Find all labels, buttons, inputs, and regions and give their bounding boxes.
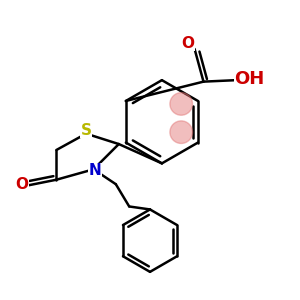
Circle shape [170,93,193,115]
Circle shape [170,121,193,143]
Text: OH: OH [234,70,265,88]
Text: O: O [182,35,194,50]
Text: O: O [15,177,28,192]
Text: N: N [88,163,101,178]
Text: S: S [81,123,92,138]
